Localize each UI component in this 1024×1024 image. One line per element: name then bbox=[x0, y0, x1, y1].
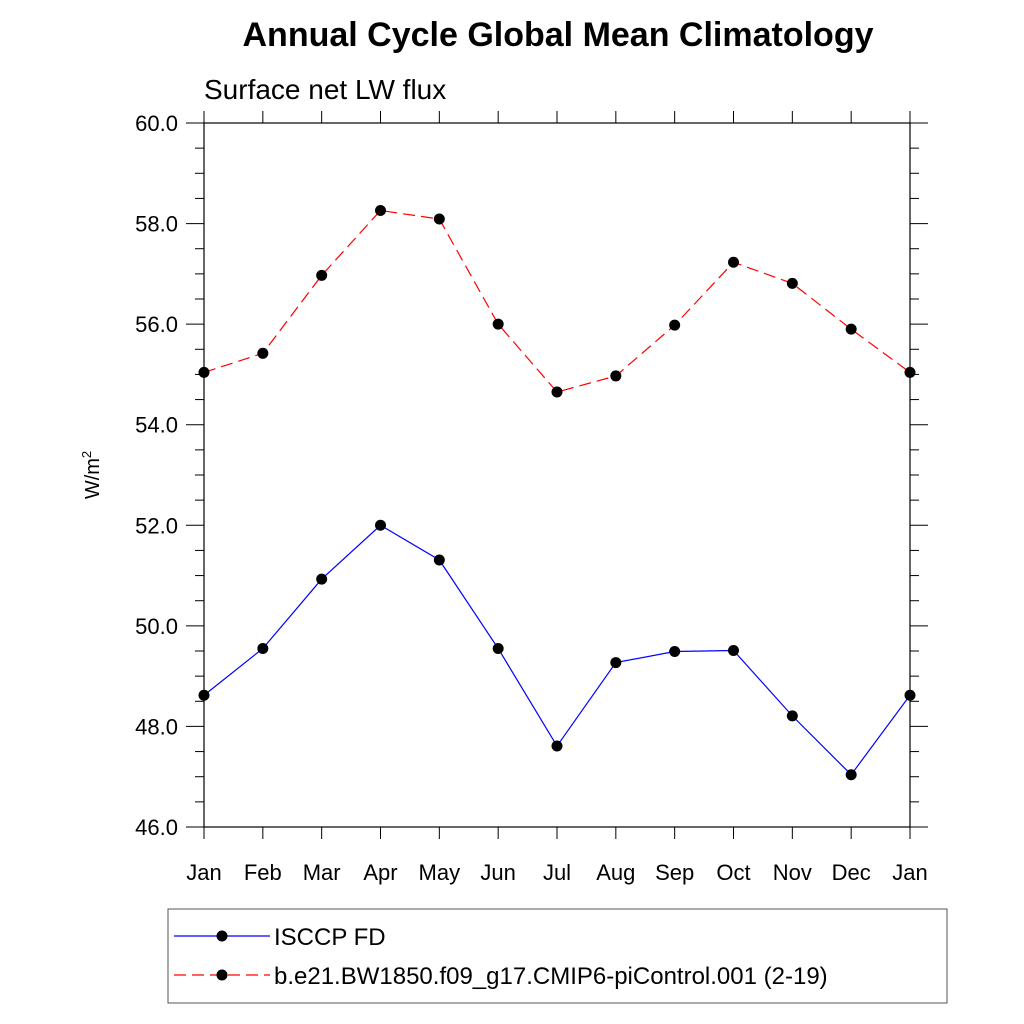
y-tick-label: 58.0 bbox=[135, 212, 178, 237]
x-tick-label: Nov bbox=[773, 860, 812, 885]
series-0-point bbox=[316, 573, 328, 585]
x-tick-label: Aug bbox=[596, 860, 635, 885]
series-1-point bbox=[433, 213, 445, 225]
series-0-point bbox=[492, 642, 504, 654]
series-0-point bbox=[551, 740, 563, 752]
legend-items: ISCCP FD b.e21.BW1850.f09_g17.CMIP6-piCon… bbox=[174, 924, 828, 990]
legend-marker-0 bbox=[216, 930, 228, 942]
plot-frame bbox=[203, 122, 911, 828]
y-tick-label: 48.0 bbox=[135, 714, 178, 739]
y-tick-label: 60.0 bbox=[135, 111, 178, 136]
series-layer bbox=[198, 204, 916, 781]
series-0-point bbox=[904, 689, 916, 701]
x-tick-label: Jan bbox=[186, 860, 221, 885]
axes: Jan Feb Mar Apr May Jun Jul Aug Sep Oct Nov Dec Jan 4… bbox=[135, 111, 928, 885]
x-tick-label: Jun bbox=[480, 860, 515, 885]
legend-marker-1 bbox=[216, 969, 228, 981]
legend: ISCCP FD b.e21.BW1850.f09_g17.CMIP6-piCon… bbox=[167, 908, 948, 1004]
y-axis-label-text: W/m bbox=[82, 458, 104, 499]
legend-label-1: b.e21.BW1850.f09_g17.CMIP6-piControl.001… bbox=[274, 963, 828, 990]
series-0-point bbox=[728, 644, 739, 656]
y-axis-label: W/m2 bbox=[79, 451, 104, 499]
series-0-point bbox=[845, 769, 857, 781]
y-tick-label: 50.0 bbox=[135, 614, 178, 639]
series-0-point bbox=[198, 689, 210, 701]
series-0-point bbox=[375, 519, 386, 531]
chart-title: Annual Cycle Global Mean Climatology bbox=[243, 16, 874, 54]
series-1-point bbox=[904, 366, 916, 378]
x-tick-label: Jan bbox=[892, 860, 927, 885]
series-1-point bbox=[551, 386, 563, 398]
x-tick-label: Apr bbox=[363, 860, 397, 885]
x-tick-label: Sep bbox=[655, 860, 694, 885]
y-tick-label: 54.0 bbox=[135, 413, 178, 438]
series-1-point bbox=[375, 204, 386, 216]
chart-subtitle: Surface net LW flux bbox=[204, 74, 446, 105]
legend-box bbox=[167, 908, 948, 1004]
series-1-point bbox=[669, 319, 681, 331]
series-1-point bbox=[728, 256, 739, 268]
y-tick-label: 52.0 bbox=[135, 513, 178, 538]
series-0-point bbox=[610, 657, 622, 669]
x-tick-label: Mar bbox=[303, 860, 341, 885]
x-tick-label: Oct bbox=[716, 860, 750, 885]
x-tick-label: May bbox=[419, 860, 461, 885]
series-1-point bbox=[198, 366, 210, 378]
series-line-0 bbox=[203, 524, 911, 776]
series-line-1 bbox=[203, 209, 911, 393]
y-tick-label: 56.0 bbox=[135, 312, 178, 337]
series-0-point bbox=[669, 646, 681, 658]
series-1-point bbox=[845, 323, 857, 335]
y-tick-label: 46.0 bbox=[135, 815, 178, 840]
x-tick-label: Dec bbox=[832, 860, 871, 885]
series-0-point bbox=[257, 642, 269, 654]
series-0-point bbox=[786, 710, 798, 722]
series-1-point bbox=[257, 347, 269, 359]
series-0-point bbox=[433, 554, 445, 566]
y-axis-label-superscript: 2 bbox=[79, 451, 94, 458]
legend-label-0: ISCCP FD bbox=[274, 924, 386, 951]
series-1-point bbox=[492, 318, 504, 330]
series-1-point bbox=[610, 370, 622, 382]
x-tick-label: Jul bbox=[543, 860, 571, 885]
series-1-point bbox=[786, 277, 798, 289]
series-1-point bbox=[316, 269, 328, 281]
x-tick-label: Feb bbox=[244, 860, 282, 885]
